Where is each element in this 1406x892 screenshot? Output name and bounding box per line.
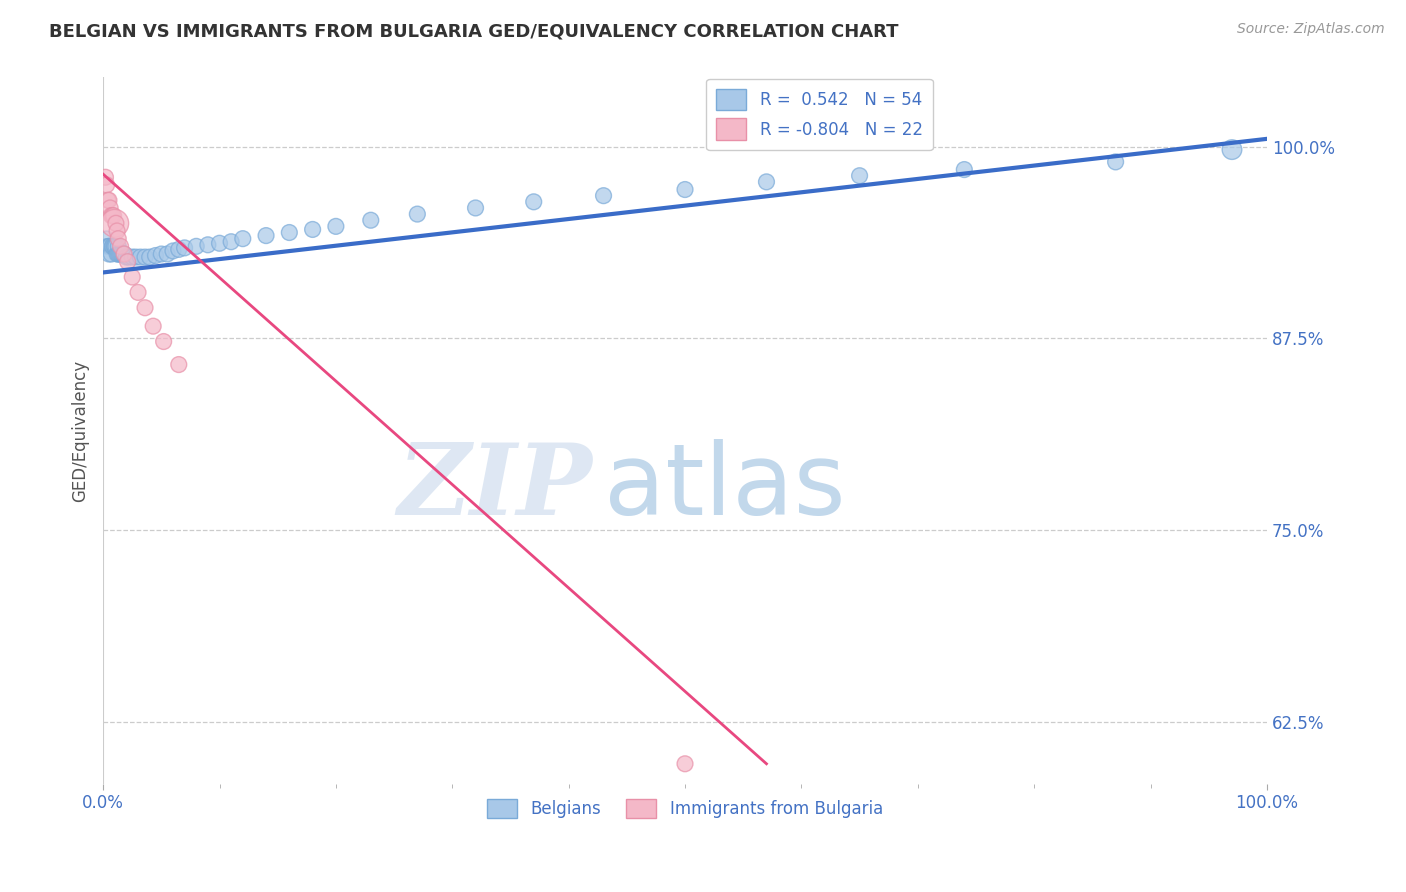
- Point: [101, 239, 124, 253]
- Point: [278, 226, 301, 240]
- Point: [115, 250, 138, 264]
- Point: [105, 247, 128, 261]
- Point: [107, 247, 129, 261]
- Point: [197, 237, 219, 252]
- Point: [142, 319, 165, 334]
- Point: [121, 270, 143, 285]
- Point: [98, 201, 121, 215]
- Point: [523, 194, 546, 209]
- Point: [97, 239, 120, 253]
- Point: [156, 247, 179, 261]
- Point: [325, 219, 347, 234]
- Point: [121, 250, 143, 264]
- Point: [755, 175, 778, 189]
- Point: [1104, 154, 1126, 169]
- Point: [464, 201, 486, 215]
- Point: [107, 239, 129, 253]
- Point: [186, 239, 208, 253]
- Point: [101, 239, 124, 253]
- Point: [301, 222, 323, 236]
- Text: ZIP: ZIP: [396, 439, 592, 535]
- Point: [848, 169, 870, 183]
- Y-axis label: GED/Equivalency: GED/Equivalency: [72, 359, 89, 501]
- Point: [94, 170, 117, 185]
- Point: [94, 239, 117, 253]
- Point: [219, 235, 242, 249]
- Text: atlas: atlas: [603, 439, 845, 535]
- Point: [98, 239, 121, 253]
- Point: [96, 178, 118, 192]
- Point: [110, 247, 132, 261]
- Point: [134, 250, 156, 264]
- Point: [103, 239, 125, 253]
- Point: [112, 247, 135, 261]
- Point: [111, 247, 134, 261]
- Point: [100, 209, 122, 223]
- Point: [208, 236, 231, 251]
- Point: [134, 301, 156, 315]
- Point: [592, 188, 614, 202]
- Point: [117, 254, 139, 268]
- Point: [108, 247, 131, 261]
- Point: [97, 239, 120, 253]
- Text: BELGIAN VS IMMIGRANTS FROM BULGARIA GED/EQUIVALENCY CORRELATION CHART: BELGIAN VS IMMIGRANTS FROM BULGARIA GED/…: [49, 22, 898, 40]
- Point: [145, 248, 167, 262]
- Point: [138, 250, 160, 264]
- Point: [104, 216, 127, 230]
- Point: [162, 244, 184, 258]
- Point: [406, 207, 429, 221]
- Point: [101, 209, 124, 223]
- Point: [97, 194, 120, 208]
- Point: [110, 239, 132, 253]
- Point: [360, 213, 382, 227]
- Point: [104, 216, 127, 230]
- Point: [97, 194, 120, 208]
- Point: [167, 243, 190, 257]
- Point: [112, 247, 135, 261]
- Point: [97, 247, 120, 261]
- Point: [254, 228, 277, 243]
- Point: [104, 239, 127, 253]
- Text: Source: ZipAtlas.com: Source: ZipAtlas.com: [1237, 22, 1385, 37]
- Point: [129, 250, 152, 264]
- Legend: Belgians, Immigrants from Bulgaria: Belgians, Immigrants from Bulgaria: [481, 792, 890, 825]
- Point: [150, 247, 173, 261]
- Point: [127, 285, 149, 300]
- Point: [111, 247, 134, 261]
- Point: [1220, 143, 1243, 157]
- Point: [673, 756, 696, 771]
- Point: [104, 239, 127, 253]
- Point: [173, 241, 195, 255]
- Point: [167, 358, 190, 372]
- Point: [100, 247, 122, 261]
- Point: [125, 250, 148, 264]
- Point: [152, 334, 174, 349]
- Point: [96, 232, 118, 246]
- Point: [104, 239, 127, 253]
- Point: [107, 232, 129, 246]
- Point: [118, 250, 141, 264]
- Point: [103, 209, 125, 223]
- Point: [953, 162, 976, 177]
- Point: [673, 182, 696, 196]
- Point: [105, 224, 128, 238]
- Point: [232, 232, 254, 246]
